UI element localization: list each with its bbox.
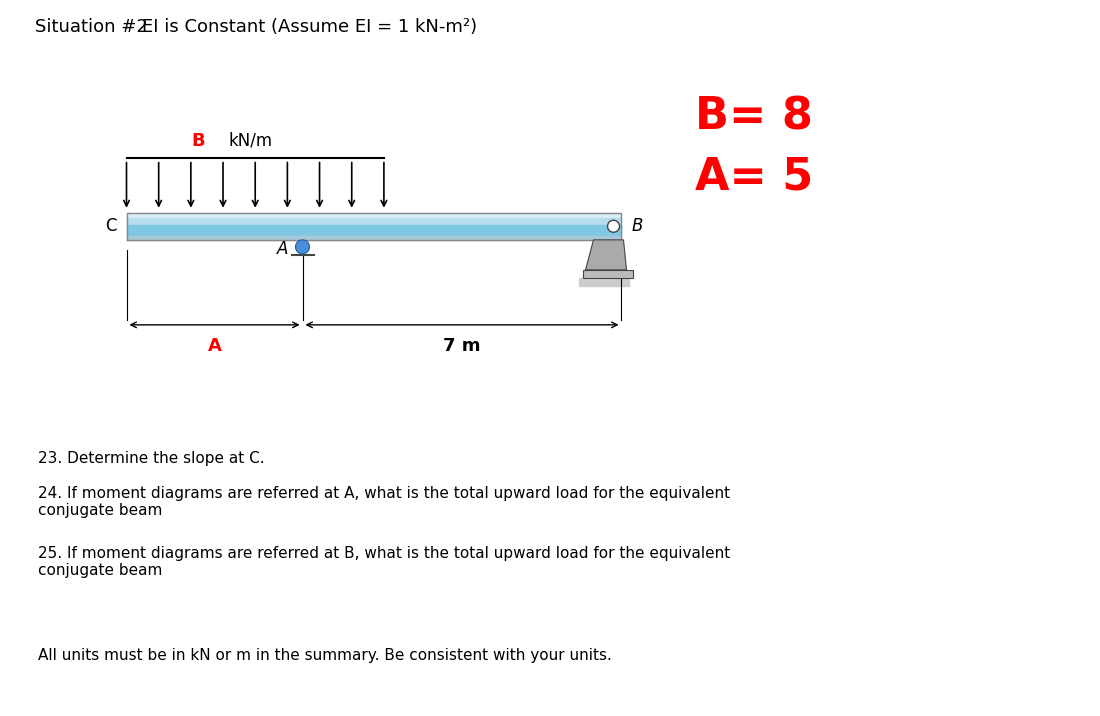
Circle shape: [296, 240, 309, 254]
Text: All units must be in kN or m in the summary. Be consistent with your units.: All units must be in kN or m in the summ…: [39, 648, 612, 663]
Text: 23. Determine the slope at C.: 23. Determine the slope at C.: [39, 451, 265, 466]
Text: B: B: [191, 132, 206, 150]
Bar: [583, 270, 634, 278]
Text: C: C: [104, 217, 117, 236]
Text: EI is Constant (Assume EI = 1 kN-m²): EI is Constant (Assume EI = 1 kN-m²): [142, 18, 477, 36]
Circle shape: [607, 221, 619, 232]
Text: A: A: [277, 240, 288, 258]
Text: Situation #2: Situation #2: [35, 18, 147, 36]
Text: 24. If moment diagrams are referred at A, what is the total upward load for the : 24. If moment diagrams are referred at A…: [39, 486, 730, 518]
Text: B= 8: B= 8: [695, 95, 813, 138]
Text: B: B: [631, 217, 642, 236]
Text: A: A: [208, 337, 221, 355]
Text: kN/m: kN/m: [229, 132, 273, 150]
Text: 7 m: 7 m: [443, 337, 481, 355]
Polygon shape: [585, 240, 627, 270]
Text: 25. If moment diagrams are referred at B, what is the total upward load for the : 25. If moment diagrams are referred at B…: [39, 546, 730, 579]
Text: A= 5: A= 5: [695, 155, 813, 198]
